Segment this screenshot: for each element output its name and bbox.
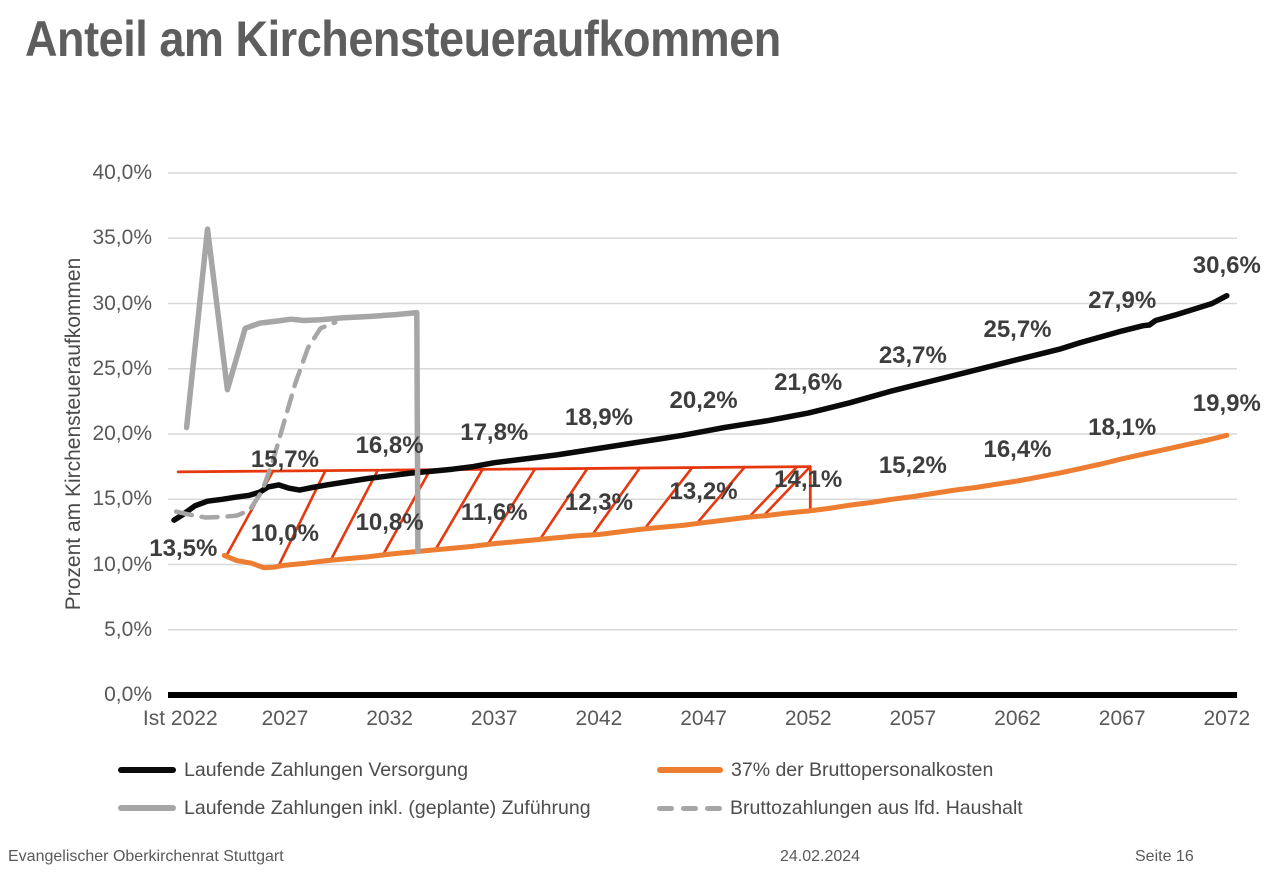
hatch-diagonal-10 (749, 465, 799, 517)
y-tick-30: 30,0% (92, 291, 152, 315)
x-tick-2042: 2042 (575, 707, 623, 730)
data-label-bruttopersonalkosten-2042: 12,3% (564, 489, 633, 517)
legend-dashed-line-swatch (657, 805, 722, 811)
footer-date: 24.02.2024 (780, 848, 861, 865)
legend-label: 37% der Bruttopersonalkosten (731, 758, 994, 781)
y-tick-40: 40,0% (92, 161, 152, 184)
series-line-bruttopersonalkosten (221, 432, 1230, 571)
y-tick-20: 20,0% (92, 422, 152, 445)
series-line-brutto_haushalt (173, 320, 338, 520)
data-label-bruttopersonalkosten-2032: 10,8% (355, 509, 424, 537)
x-tick-2022: Ist 2022 (142, 707, 218, 730)
footer-organization: Evangelischer Oberkirchenrat Stuttgart (8, 848, 284, 865)
data-label-versorgung-2022: 13,5% (149, 534, 218, 562)
data-label-bruttopersonalkosten-2052: 14,1% (774, 465, 843, 493)
hatch-diagonal-7 (592, 466, 642, 535)
x-tick-2052: 2052 (784, 707, 832, 730)
series-line-inkl_zufuehrung (183, 226, 421, 555)
x-tick-2032: 2032 (366, 707, 413, 730)
hatch-diagonal-4 (435, 468, 484, 549)
y-tick-5: 5,0% (104, 617, 152, 641)
hatch-band-outline (176, 465, 812, 513)
x-tick-2037: 2037 (470, 707, 518, 730)
data-label-versorgung-2042: 18,9% (564, 404, 633, 432)
data-label-versorgung-2057: 23,7% (878, 341, 947, 369)
y-tick-25: 25,0% (92, 356, 152, 380)
data-label-versorgung-2072: 30,6% (1192, 251, 1261, 279)
hatch-diagonal-8 (644, 466, 694, 529)
data-label-versorgung-2052: 21,6% (774, 369, 843, 397)
data-label-versorgung-2037: 17,8% (460, 418, 529, 446)
y-tick-35: 35,0% (92, 226, 152, 250)
x-tick-2027: 2027 (261, 707, 309, 730)
legend-label: Laufende Zahlungen inkl. (geplante) Zufü… (184, 796, 591, 819)
legend-dash-segment (705, 805, 722, 811)
data-label-bruttopersonalkosten-2067: 18,1% (1088, 413, 1157, 441)
data-label-versorgung-2027: 15,7% (250, 446, 319, 474)
series-line-versorgung (171, 292, 1230, 523)
legend-dash-segment (681, 805, 698, 811)
x-tick-2072: 2072 (1203, 707, 1251, 730)
data-label-bruttopersonalkosten-2047: 13,2% (669, 477, 738, 505)
y-tick-10: 10,0% (92, 552, 152, 576)
legend-item-3: Bruttozahlungen aus lfd. Haushalt (657, 796, 1023, 820)
legend-item-0: Laufende Zahlungen Versorgung (118, 758, 468, 782)
legend-line-swatch (118, 805, 176, 811)
page-title: Anteil am Kirchensteueraufkommen (25, 11, 781, 67)
legend-item-2: Laufende Zahlungen inkl. (geplante) Zufü… (118, 796, 591, 820)
data-label-versorgung-2067: 27,9% (1088, 286, 1157, 314)
gridlines (168, 172, 1237, 631)
series-lines (171, 226, 1230, 571)
legend-item-1: 37% der Bruttopersonalkosten (657, 758, 993, 782)
data-label-bruttopersonalkosten-2027: 10,0% (250, 519, 319, 547)
data-label-bruttopersonalkosten-2062: 16,4% (983, 435, 1052, 463)
data-label-bruttopersonalkosten-2057: 15,2% (878, 451, 947, 479)
x-tick-2062: 2062 (994, 707, 1041, 730)
footer-page-number: Seite 16 (1135, 848, 1194, 865)
hatch-diagonal-2 (330, 468, 380, 560)
x-tick-2047: 2047 (680, 707, 727, 730)
legend-line-swatch (118, 767, 176, 773)
legend-line-swatch (657, 767, 723, 773)
data-label-versorgung-2062: 25,7% (983, 315, 1052, 343)
data-label-bruttopersonalkosten-2072: 19,9% (1192, 390, 1261, 418)
data-label-versorgung-2032: 16,8% (355, 431, 424, 459)
legend-label: Laufende Zahlungen Versorgung (184, 758, 469, 781)
x-tick-2067: 2067 (1098, 707, 1146, 730)
y-tick-15: 15,0% (92, 487, 152, 511)
hatch-diagonal-5 (487, 467, 537, 544)
hatch-diagonal-11 (764, 465, 812, 515)
data-label-versorgung-2047: 20,2% (669, 387, 738, 415)
hatch-diagonal-9 (697, 465, 746, 523)
legend-label: Bruttozahlungen aus lfd. Haushalt (730, 796, 1023, 819)
legend-dash-segment (657, 805, 674, 811)
x-tick-2057: 2057 (889, 707, 937, 730)
data-label-bruttopersonalkosten-2037: 11,6% (460, 498, 528, 526)
hatch-diagonal-6 (540, 467, 589, 539)
y-tick-0: 0,0% (104, 683, 152, 706)
hatch-diagonal-3 (382, 468, 432, 555)
